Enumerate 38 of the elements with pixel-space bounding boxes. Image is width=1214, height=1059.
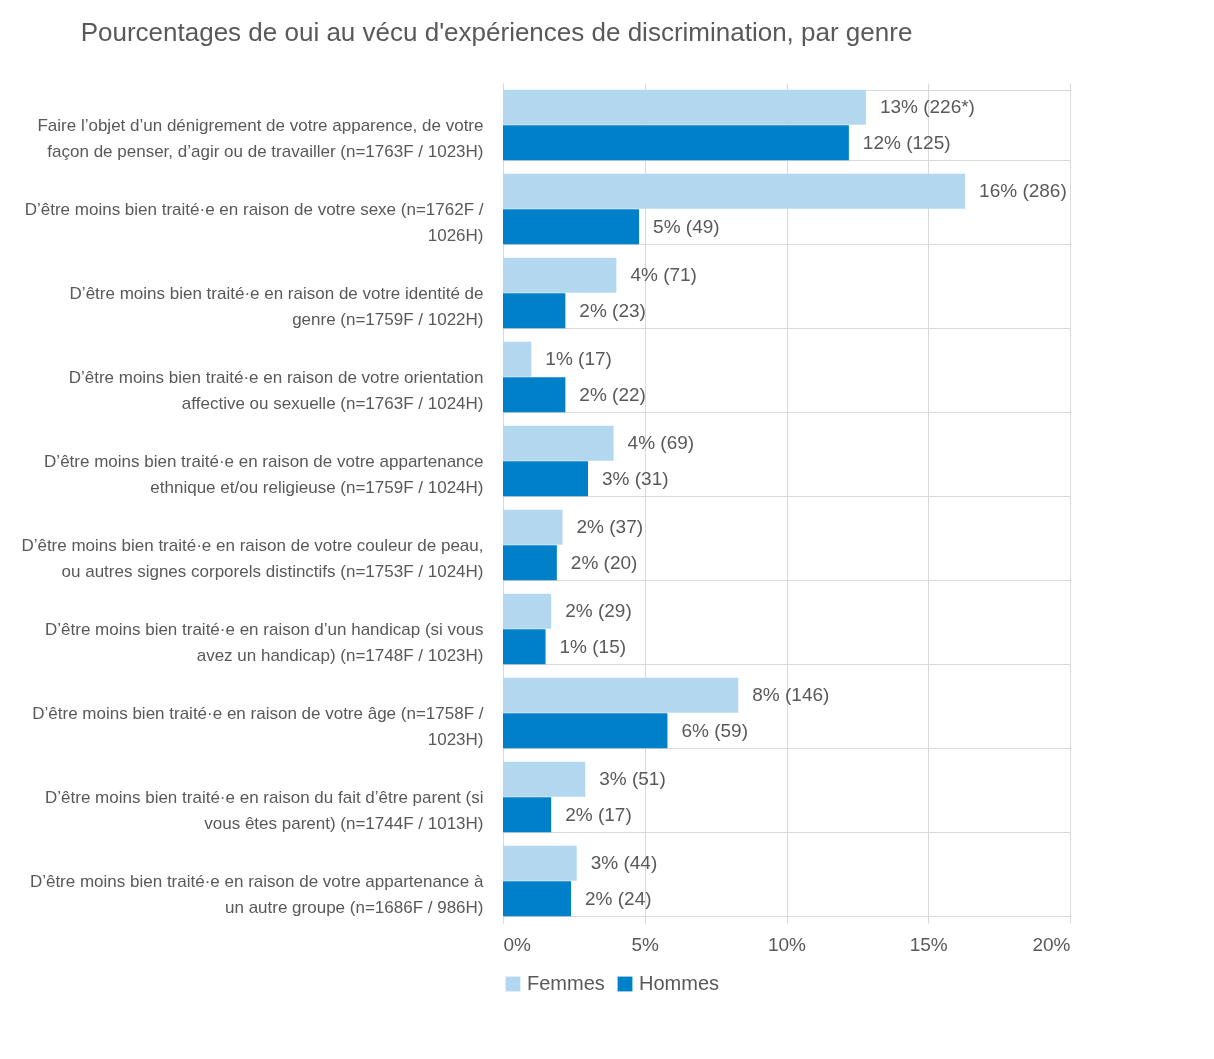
data-label: 16% (286) (979, 180, 1067, 202)
data-label: 2% (17) (565, 803, 632, 825)
y-tick-label: D’être moins bien traité·e en raison du fait d’être parent (si vous êtes parent) (n=1744F / 1013H) (45, 787, 484, 833)
y-tick-label: D’être moins bien traité·e en raison de votre identité de genre (n=1759F / 1022H) (69, 283, 484, 329)
legend-label: Femmes (527, 972, 605, 994)
data-label: 2% (29) (565, 600, 632, 622)
data-label: 12% (125) (862, 131, 951, 153)
data-label: 2% (22) (579, 383, 646, 405)
data-label: 3% (51) (599, 768, 666, 790)
y-tick-label: D’être moins bien traité·e en raison d’un handicap (si vous avez un handicap) (n=1748F / 1023H) (45, 619, 484, 665)
y-tick-label: D’être moins bien traité·e en raison de votre âge (n=1758F / 1023H) (32, 703, 484, 749)
x-tick-label: 10% (767, 933, 807, 955)
data-label: 8% (146) (752, 684, 830, 706)
y-tick-label: D’être moins bien traité·e en raison de votre orientation affective ou sexuelle (n=1763F / 1024H) (68, 367, 484, 413)
data-label: 6% (59) (681, 719, 748, 741)
x-tick-label: 20% (1032, 933, 1071, 955)
data-label: 5% (49) (653, 215, 720, 237)
x-tick-label: 0% (503, 933, 532, 955)
data-label: 2% (37) (576, 516, 644, 538)
data-label: 4% (71) (630, 264, 697, 286)
data-label: 3% (44) (590, 852, 658, 874)
chart-title: Pourcentages de oui au vécu d'expériences de discrimination, par genre (80, 17, 913, 47)
x-tick-label: 15% (909, 933, 948, 955)
data-label: 13% (226*) (879, 96, 975, 118)
y-tick-label: D’être moins bien traité·e en raison de votre appartenance ethnique et/ou religieuse (n=1759F / 1024H) (44, 451, 484, 497)
data-label: 2% (24) (585, 887, 652, 909)
data-label: 1% (15) (559, 635, 627, 657)
legend-label: Hommes (639, 972, 720, 994)
data-label: 1% (17) (545, 348, 612, 370)
y-tick-label: Faire l’objet d’un dénigrement de votre apparence, de votre façon de penser, d’agir ou de travailler (n=1763F / 1023H) (37, 115, 484, 161)
data-label: 3% (31) (602, 467, 669, 489)
y-tick-label: D’être moins bien traité·e en raison de votre sexe (n=1762F / 1026H) (24, 199, 484, 245)
data-label: 4% (69) (627, 432, 695, 454)
x-tick-label: 5% (631, 933, 660, 955)
y-tick-label: D’être moins bien traité·e en raison de votre couleur de peau, ou autres signes corporels distinctifs (n=1753F / 1024H) (21, 535, 484, 581)
y-tick-label: D’être moins bien traité·e en raison de votre appartenance à un autre groupe (n=1686F / 986H) (29, 871, 485, 917)
data-label: 2% (20) (570, 551, 638, 573)
data-label: 2% (23) (579, 299, 646, 321)
